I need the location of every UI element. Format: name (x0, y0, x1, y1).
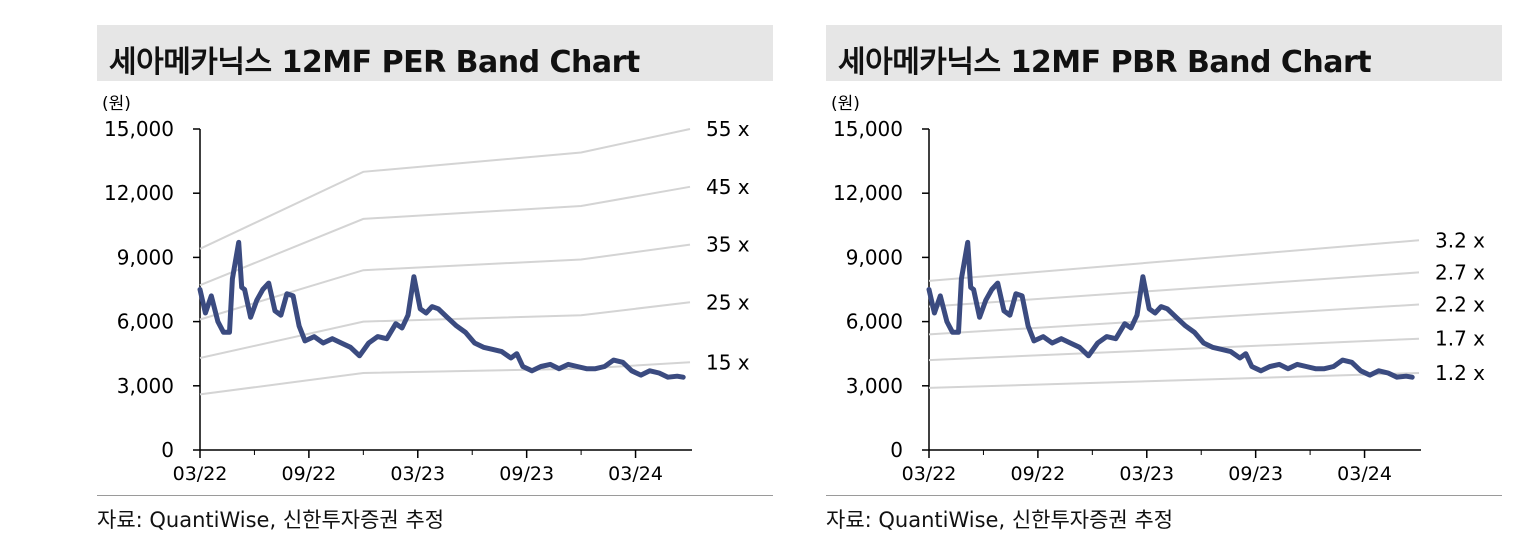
band-label: 35 x (706, 233, 750, 257)
band-line (928, 337, 1420, 362)
x-tick-label: 03/22 (173, 463, 228, 485)
y-tick-label: 3,000 (846, 374, 903, 398)
y-tick-label: 6,000 (846, 310, 903, 334)
x-tick-label: 03/22 (902, 463, 957, 485)
band-label: 2.2 x (1435, 292, 1485, 316)
y-unit-label: (원) (831, 94, 860, 114)
y-unit-label: (원) (102, 94, 131, 114)
y-tick-label: 0 (890, 438, 903, 462)
band-line (199, 243, 691, 321)
per-source-divider (97, 495, 773, 496)
per-chart-title-bar: 세아메카닉스 12MF PER Band Chart (97, 25, 773, 81)
y-tick-label: 12,000 (104, 181, 174, 205)
x-tick-label: 09/23 (1228, 463, 1283, 485)
price-line (197, 239, 686, 380)
y-tick-label: 6,000 (117, 310, 174, 334)
band-label: 15 x (706, 350, 750, 374)
y-tick-label: 0 (161, 438, 174, 462)
per-chart-title: 세아메카닉스 12MF PER Band Chart (109, 45, 640, 80)
band-label: 2.7 x (1435, 260, 1485, 284)
band-line (199, 185, 691, 287)
x-tick-label: 03/24 (1337, 463, 1392, 485)
pbr-chart-title: 세아메카닉스 12MF PBR Band Chart (838, 45, 1372, 80)
plot-area: (원) 0 3,000 6,000 9,000 12,000 15,000 03/22 09/2… (102, 94, 750, 485)
band-line (928, 271, 1420, 308)
price-line (926, 239, 1415, 380)
y-tick-label: 3,000 (117, 374, 174, 398)
band-line (199, 361, 691, 396)
y-tick-label: 12,000 (833, 181, 903, 205)
pbr-chart-source: 자료: QuantiWise, 신한투자증권 추정 (826, 508, 1174, 532)
band-line (199, 301, 691, 359)
y-tick-label: 9,000 (117, 245, 174, 269)
band-label: 1.2 x (1435, 361, 1485, 385)
band-label: 25 x (706, 290, 750, 314)
x-tick-label: 09/22 (282, 463, 337, 485)
band-line (928, 372, 1420, 389)
pbr-band-chart: (원) 0 3,000 6,000 9,000 12,000 15,000 03/22 09/2… (831, 94, 1485, 485)
pbr-chart-title-bar: 세아메카닉스 12MF PBR Band Chart (826, 25, 1502, 81)
x-tick-label: 03/23 (1119, 463, 1174, 485)
pbr-band-panel: 세아메카닉스 12MF PBR Band Chart (원) 0 3,000 6,00… (826, 25, 1502, 552)
band-line (928, 239, 1420, 282)
x-tick-label: 03/23 (390, 463, 445, 485)
band-label: 1.7 x (1435, 327, 1485, 351)
plot-area: (원) 0 3,000 6,000 9,000 12,000 15,000 03/22 09/2… (831, 94, 1485, 485)
per-chart-source: 자료: QuantiWise, 신한투자증권 추정 (97, 508, 445, 532)
band-line (199, 128, 691, 250)
y-tick-label: 9,000 (846, 245, 903, 269)
pbr-source-divider (826, 495, 1502, 496)
y-tick-label: 15,000 (833, 117, 903, 141)
y-tick-label: 15,000 (104, 117, 174, 141)
band-label: 55 x (706, 117, 750, 141)
per-band-chart: (원) 0 3,000 6,000 9,000 12,000 15,000 03/22 09/2… (102, 94, 750, 485)
band-label: 45 x (706, 175, 750, 199)
per-band-panel: 세아메카닉스 12MF PER Band Chart (원) 0 3,000 6,00… (97, 25, 773, 552)
band-line (928, 303, 1420, 336)
x-tick-label: 09/23 (499, 463, 554, 485)
x-tick-label: 09/22 (1011, 463, 1066, 485)
band-label: 3.2 x (1435, 228, 1485, 252)
x-tick-label: 03/24 (608, 463, 663, 485)
